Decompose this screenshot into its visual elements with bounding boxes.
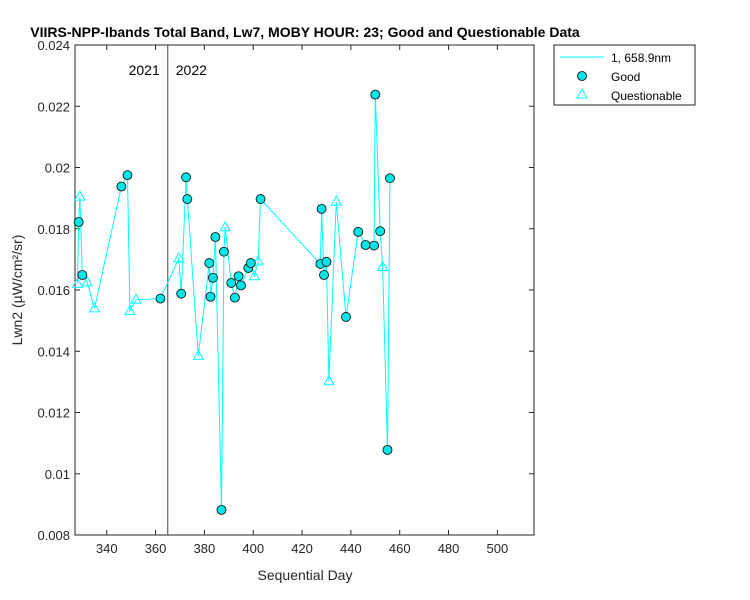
good-point	[255, 194, 266, 204]
good-point	[316, 203, 327, 214]
x-tick-label: 380	[194, 541, 216, 556]
good-point	[176, 288, 187, 299]
good-point	[360, 240, 371, 250]
legend-label-line: 1, 658.9nm	[611, 51, 671, 65]
questionable-point	[172, 251, 185, 263]
good-point	[216, 504, 227, 515]
y-tick-label: 0.01	[45, 467, 70, 482]
good-point	[236, 280, 246, 291]
legend[interactable]: 1, 658.9nm Good Questionable	[553, 44, 696, 106]
good-point	[116, 181, 127, 192]
x-tick-label: 460	[389, 541, 411, 556]
y-tick-label: 0.022	[37, 99, 70, 114]
good-point	[230, 292, 240, 303]
good-point	[321, 256, 332, 267]
good-point	[369, 240, 379, 251]
good-point	[382, 444, 393, 455]
y-tick-label: 0.014	[37, 344, 70, 359]
year-label-2022: 2022	[176, 62, 207, 78]
legend-label-questionable: Questionable	[611, 89, 682, 103]
good-point	[375, 226, 386, 237]
questionable-point	[323, 374, 335, 386]
legend-circle-swatch	[577, 71, 587, 81]
questionable-point	[130, 293, 142, 304]
y-axis-ticks: 0.008 0.01 0.012 0.014 0.016 0.018 0.02 0.022 0.…	[37, 38, 534, 543]
questionable-point	[252, 254, 264, 266]
questionable-point	[248, 269, 261, 281]
good-point	[226, 278, 237, 288]
y-tick-label: 0.008	[37, 528, 70, 543]
x-tick-label: 500	[487, 541, 509, 556]
y-tick-label: 0.018	[37, 222, 70, 237]
x-tick-label: 480	[438, 541, 460, 556]
x-axis-label: Sequential Day	[258, 567, 353, 583]
x-tick-label: 340	[96, 541, 118, 556]
good-point	[370, 89, 381, 100]
questionable-point	[192, 349, 205, 360]
series-markers-group	[71, 89, 395, 515]
x-tick-label: 420	[291, 541, 313, 556]
questionable-point	[219, 220, 232, 232]
y-axis-label: Lwn2 (µW/cm²/sr)	[9, 235, 25, 346]
y-tick-label: 0.02	[45, 161, 70, 176]
questionable-point	[81, 275, 94, 287]
good-point	[353, 226, 364, 237]
legend-label-good: Good	[611, 70, 640, 84]
good-point	[77, 270, 88, 280]
good-point	[205, 291, 216, 302]
good-point	[181, 172, 191, 183]
x-tick-label: 400	[242, 541, 264, 556]
good-point	[204, 258, 215, 268]
y-tick-label: 0.012	[37, 406, 70, 421]
good-point	[182, 194, 193, 204]
good-point	[219, 246, 229, 257]
year-label-2021: 2021	[129, 62, 160, 78]
x-axis-ticks: 340 360 380 400 420 440 460 480 500	[96, 45, 508, 556]
questionable-point	[376, 260, 389, 272]
questionable-point	[88, 301, 101, 313]
good-point	[208, 272, 218, 283]
chart-title: VIIRS-NPP-Ibands Total Band, Lw7, MOBY H…	[30, 24, 580, 40]
good-point	[155, 293, 166, 304]
good-point	[233, 271, 244, 282]
y-tick-label: 0.024	[37, 38, 70, 53]
good-point	[122, 170, 133, 181]
plot-area	[74, 44, 535, 536]
questionable-point	[71, 277, 84, 288]
legend-triangle-swatch	[576, 87, 588, 99]
x-tick-label: 360	[145, 541, 167, 556]
good-point	[341, 312, 351, 322]
good-point	[73, 217, 84, 227]
questionable-point	[74, 190, 86, 201]
questionable-point	[330, 195, 343, 206]
good-point	[210, 232, 221, 242]
x-tick-label: 440	[340, 541, 362, 556]
y-tick-label: 0.016	[37, 283, 70, 298]
good-point	[385, 173, 395, 184]
questionable-point	[124, 304, 136, 316]
good-point	[319, 270, 329, 280]
good-point	[245, 258, 256, 268]
